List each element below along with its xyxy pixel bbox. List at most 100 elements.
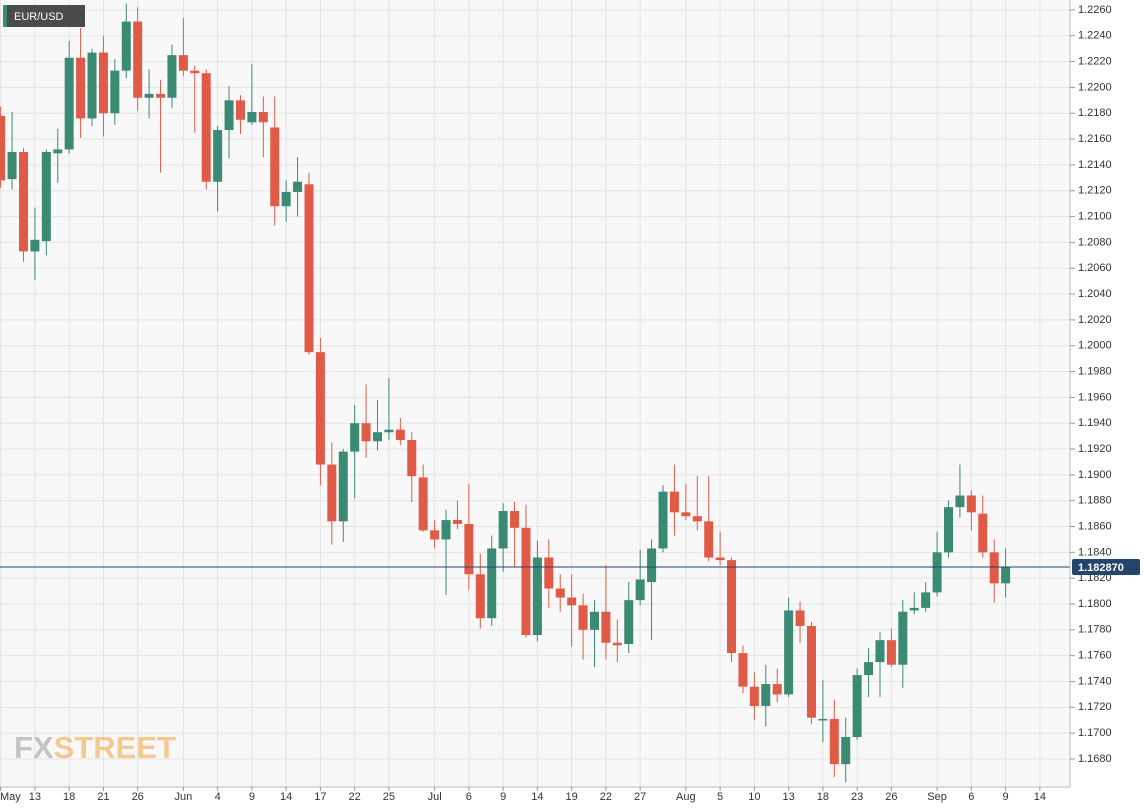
x-tick-label: 21 <box>97 791 109 803</box>
y-tick-label: 1.1940 <box>1078 417 1112 429</box>
candle-body <box>201 73 211 182</box>
candle-body <box>270 127 280 207</box>
y-tick-label: 1.1700 <box>1078 727 1112 739</box>
candle-body <box>715 557 725 561</box>
candle-body <box>886 640 896 665</box>
candle-body <box>235 100 245 120</box>
candle-body <box>247 111 257 123</box>
y-tick-label: 1.2100 <box>1078 210 1112 222</box>
x-tick-label: 23 <box>851 791 863 803</box>
y-tick-label: 1.1900 <box>1078 469 1112 481</box>
x-tick-label: 18 <box>63 791 75 803</box>
y-tick-label: 1.1800 <box>1078 598 1112 610</box>
x-tick-label: 10 <box>748 791 760 803</box>
x-tick-label: May <box>0 791 21 803</box>
candle-body <box>521 527 531 635</box>
x-tick-label: 5 <box>717 791 723 803</box>
x-tick-label: 26 <box>885 791 897 803</box>
y-tick-label: 1.1680 <box>1078 753 1112 765</box>
candle-body <box>567 597 577 606</box>
candle-body <box>589 611 599 630</box>
candle-body <box>384 429 394 433</box>
x-tick-label: 17 <box>314 791 326 803</box>
candle-body <box>532 557 542 635</box>
y-tick-label: 1.2220 <box>1078 56 1112 68</box>
candle-body <box>921 592 931 608</box>
x-tick-label: 9 <box>1003 791 1009 803</box>
candle-body <box>121 21 131 71</box>
candle-body <box>555 588 565 598</box>
candle-body <box>624 600 634 645</box>
candle-body <box>190 70 200 74</box>
watermark: FXSTREET <box>14 730 176 765</box>
y-tick-label: 1.2180 <box>1078 107 1112 119</box>
y-tick-label: 1.2140 <box>1078 159 1112 171</box>
candle-body <box>761 684 771 707</box>
y-tick-label: 1.1780 <box>1078 624 1112 636</box>
x-tick-label: 22 <box>349 791 361 803</box>
last-price-box <box>1072 558 1140 575</box>
candle-body <box>144 93 154 98</box>
candle-body <box>110 70 120 114</box>
candle-body <box>224 100 234 131</box>
y-tick-label: 1.2260 <box>1078 4 1112 16</box>
candle-body <box>41 152 51 242</box>
x-tick-label: 26 <box>132 791 144 803</box>
candle-body <box>76 57 86 119</box>
x-tick-label: 27 <box>634 791 646 803</box>
y-tick-label: 1.1860 <box>1078 520 1112 532</box>
candle-body <box>498 511 508 549</box>
x-tick-label: 6 <box>466 791 472 803</box>
candle-body <box>544 557 554 589</box>
y-tick-label: 1.2080 <box>1078 236 1112 248</box>
x-tick-label: 19 <box>566 791 578 803</box>
x-tick-label: 6 <box>968 791 974 803</box>
x-tick-label: Jul <box>428 791 442 803</box>
candle-body <box>681 512 691 517</box>
x-tick-label: 14 <box>531 791 543 803</box>
candle-body <box>441 520 451 540</box>
candle-body <box>30 239 40 252</box>
candle-body <box>852 675 862 738</box>
y-tick-label: 1.2160 <box>1078 133 1112 145</box>
x-tick-label: Jun <box>174 791 192 803</box>
y-tick-label: 1.2240 <box>1078 30 1112 42</box>
candle-body <box>784 610 794 695</box>
candle-body <box>966 495 976 513</box>
y-tick-label: 1.2120 <box>1078 185 1112 197</box>
candle-body <box>578 605 588 630</box>
candle-body <box>0 115 6 181</box>
candle-body <box>178 55 188 71</box>
candle-body <box>738 653 748 687</box>
candle-body <box>338 451 348 522</box>
candle-body <box>156 93 166 98</box>
candle-body <box>647 548 657 583</box>
x-tick-label: 9 <box>500 791 506 803</box>
y-tick-label: 1.2000 <box>1078 340 1112 352</box>
grid <box>0 0 1070 787</box>
candle-body <box>430 530 440 540</box>
candle-body <box>213 130 223 182</box>
x-tick-label: 22 <box>600 791 612 803</box>
candle-body <box>373 432 383 442</box>
candle-body <box>749 686 759 707</box>
candle-body <box>658 491 668 549</box>
candle-body <box>395 429 405 440</box>
y-tick-label: 1.1760 <box>1078 650 1112 662</box>
candle-body <box>909 607 919 611</box>
candle-body <box>806 625 816 718</box>
candle-body <box>258 111 268 123</box>
x-tick-label: Sep <box>927 791 947 803</box>
candle-body <box>612 642 622 646</box>
candle-body <box>98 52 108 114</box>
y-tick-label: 1.1740 <box>1078 675 1112 687</box>
candle-body <box>795 610 805 626</box>
candle-body <box>772 684 782 695</box>
candle-body <box>87 52 97 119</box>
candle-body <box>875 640 885 663</box>
candle-body <box>818 718 828 721</box>
candle-body <box>361 423 371 442</box>
candle-body <box>510 511 520 528</box>
y-tick-label: 1.1720 <box>1078 701 1112 713</box>
